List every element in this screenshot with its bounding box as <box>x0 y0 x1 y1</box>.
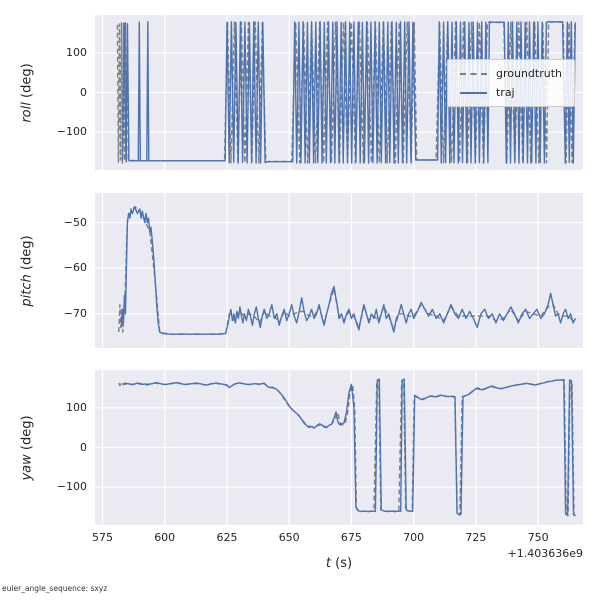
footnote: euler_angle_sequence: sxyz <box>2 584 108 593</box>
roll-ytick-labels: −100 0 100 <box>45 15 87 170</box>
ytick-label: −70 <box>63 307 87 321</box>
xtick-label: 750 <box>527 531 549 544</box>
x-offset-label: +1.403636e9 <box>507 547 583 560</box>
xtick-label: 575 <box>92 531 113 544</box>
roll-axis-label: roll (deg) <box>19 62 35 123</box>
xtick-label: 675 <box>340 531 362 544</box>
ytick-label: −60 <box>63 261 87 275</box>
yaw-ytick-labels: −100 0 100 <box>45 370 87 525</box>
pitch-plot <box>95 193 583 348</box>
pitch-axes-background <box>95 193 583 348</box>
pitch-series-traj <box>120 206 577 335</box>
traj-line-sample <box>459 91 487 94</box>
legend-label: groundtruth <box>495 67 562 80</box>
yaw-series-traj <box>122 378 576 517</box>
pitch-axis-label: pitch (deg) <box>19 234 35 307</box>
xtick-label: 600 <box>154 531 176 544</box>
roll-panel: roll (deg) −100 0 100 groundtruth traj <box>20 15 583 170</box>
x-axis-label: t (s) <box>325 556 353 571</box>
ytick-label: 0 <box>80 440 87 454</box>
pitch-panel: pitch (deg) −50 −60 −70 <box>20 193 583 348</box>
xtick-label: 700 <box>403 531 425 544</box>
yaw-plot <box>95 370 583 525</box>
ytick-label: 0 <box>80 85 87 99</box>
yaw-panel: yaw (deg) −100 0 100 <box>20 370 583 525</box>
xtick-label: 625 <box>216 531 238 544</box>
groundtruth-line-sample <box>459 72 487 75</box>
legend-item-groundtruth: groundtruth <box>459 67 562 80</box>
roll-series-traj <box>121 21 576 164</box>
ytick-label: 100 <box>66 46 87 60</box>
xtick-labels: 575 600 625 650 675 700 725 750 <box>92 531 583 546</box>
legend-item-traj: traj <box>459 86 562 99</box>
yaw-axis-label: yaw (deg) <box>19 414 35 481</box>
pitch-ytick-labels: −50 −60 −70 <box>45 193 87 348</box>
xtick-label: 725 <box>465 531 487 544</box>
ytick-label: 100 <box>66 401 87 415</box>
ytick-label: −50 <box>63 215 87 229</box>
xtick-label: 650 <box>278 531 300 544</box>
legend: groundtruth traj <box>446 59 575 107</box>
ytick-label: −100 <box>56 125 87 139</box>
ytick-label: −100 <box>56 480 87 494</box>
legend-label: traj <box>495 86 515 99</box>
